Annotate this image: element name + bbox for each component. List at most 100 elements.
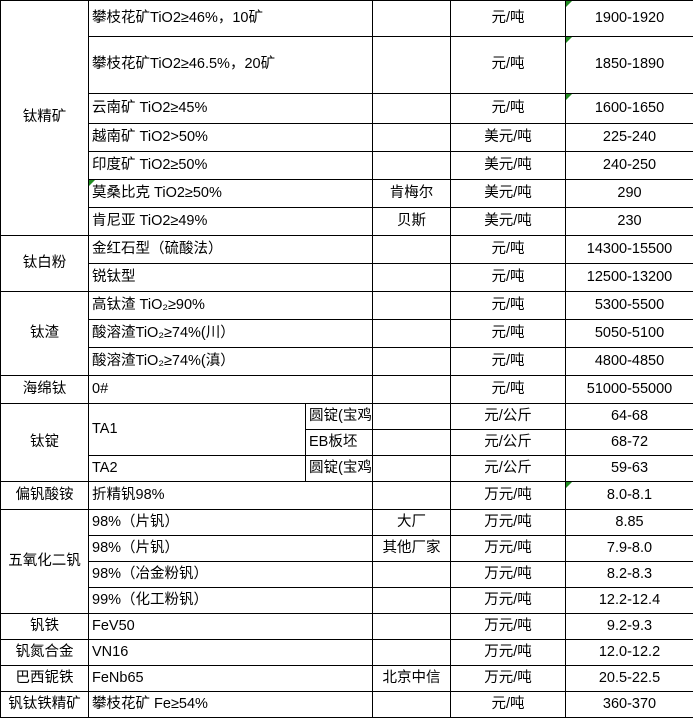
unit-cell: 万元/吨	[451, 588, 566, 614]
supplier-cell	[373, 152, 451, 180]
spec-cell: 攀枝花矿 Fe≥54%	[89, 692, 373, 718]
price-cell: 290	[566, 180, 693, 208]
grade-cell: TA2	[89, 456, 306, 482]
price-cell: 9.2-9.3	[566, 614, 693, 640]
supplier-cell: 贝斯	[373, 208, 451, 236]
price-cell: 68-72	[566, 430, 693, 456]
spec-cell: 酸溶渣TiO₂≥74%(川）	[89, 320, 373, 348]
table-row: 99%（化工粉钒）万元/吨12.2-12.4出厂含税现金价	[1, 588, 693, 614]
spec-cell: 印度矿 TiO2≥50%	[89, 152, 373, 180]
spec-cell: 98%（冶金粉钒）	[89, 562, 373, 588]
supplier-cell	[373, 482, 451, 510]
spec-cell: EB板坯	[306, 430, 373, 456]
spec-cell: 云南矿 TiO2≥45%	[89, 94, 373, 124]
unit-cell: 万元/吨	[451, 666, 566, 692]
supplier-cell	[373, 456, 451, 482]
supplier-cell	[373, 588, 451, 614]
spec-cell: 攀枝花矿TiO2≥46.5%，20矿	[89, 37, 373, 94]
supplier-cell	[373, 692, 451, 718]
supplier-cell	[373, 640, 451, 666]
supplier-cell	[373, 94, 451, 124]
unit-cell: 万元/吨	[451, 640, 566, 666]
price-cell: 20.5-22.5	[566, 666, 693, 692]
supplier-cell	[373, 430, 451, 456]
unit-cell: 元/吨	[451, 376, 566, 404]
price-cell: 8.85	[566, 510, 693, 536]
spec-cell: 攀枝花矿TiO2≥46%，10矿	[89, 1, 373, 37]
price-cell: 225-240	[566, 124, 693, 152]
price-cell: 1900-1920	[566, 1, 693, 37]
spec-cell: 高钛渣 TiO₂≥90%	[89, 292, 373, 320]
unit-cell: 万元/吨	[451, 482, 566, 510]
supplier-cell	[373, 1, 451, 37]
unit-cell: 元/吨	[451, 692, 566, 718]
spec-cell: 越南矿 TiO2>50%	[89, 124, 373, 152]
price-cell: 59-63	[566, 456, 693, 482]
unit-cell: 元/吨	[451, 292, 566, 320]
grade-cell: TA1	[89, 404, 306, 456]
unit-cell: 元/公斤	[451, 430, 566, 456]
supplier-cell	[373, 376, 451, 404]
price-cell: 14300-15500	[566, 236, 693, 264]
spec-cell: 金红石型（硫酸法）	[89, 236, 373, 264]
unit-cell: 万元/吨	[451, 614, 566, 640]
price-cell: 12.2-12.4	[566, 588, 693, 614]
spec-cell: 圆锭(宝鸡地区)	[306, 456, 373, 482]
spec-cell: 0#	[89, 376, 373, 404]
spec-cell: 锐钛型	[89, 264, 373, 292]
spec-cell: FeNb65	[89, 666, 373, 692]
supplier-cell	[373, 348, 451, 376]
supplier-cell	[373, 264, 451, 292]
table-row: 98%（冶金粉钒）万元/吨8.2-8.3出厂含税现金价	[1, 562, 693, 588]
spec-cell: 莫桑比克 TiO2≥50%	[89, 180, 373, 208]
spec-cell: 酸溶渣TiO₂≥74%(滇）	[89, 348, 373, 376]
supplier-cell	[373, 37, 451, 94]
price-cell: 5050-5100	[566, 320, 693, 348]
category-cell: 五氧化二钒	[1, 510, 89, 614]
supplier-cell: 大厂	[373, 510, 451, 536]
supplier-cell	[373, 614, 451, 640]
price-cell: 1850-1890	[566, 37, 693, 94]
category-cell: 海绵钛	[1, 376, 89, 404]
spec-cell: 肯尼亚 TiO2≥49%	[89, 208, 373, 236]
unit-cell: 元/吨	[451, 320, 566, 348]
spec-cell: 折精钒98%	[89, 482, 373, 510]
unit-cell: 万元/吨	[451, 562, 566, 588]
table-row: 攀枝花矿TiO2≥46.5%，20矿元/吨1850-1890出厂不含税承兑价，部…	[1, 37, 693, 94]
category-cell: 钛锭	[1, 404, 89, 482]
category-cell: 偏钒酸铵	[1, 482, 89, 510]
unit-cell: 元/吨	[451, 1, 566, 37]
spec-cell: FeV50	[89, 614, 373, 640]
supplier-cell	[373, 562, 451, 588]
spec-cell: 98%（片钒）	[89, 510, 373, 536]
spec-cell: 圆锭(宝鸡地区)	[306, 404, 373, 430]
category-cell: 钒氮合金	[1, 640, 89, 666]
price-cell: 230	[566, 208, 693, 236]
unit-cell: 元/吨	[451, 348, 566, 376]
unit-cell: 元/吨	[451, 37, 566, 94]
unit-cell: 美元/吨	[451, 180, 566, 208]
category-cell: 钒钛铁精矿	[1, 692, 89, 718]
spec-cell: 99%（化工粉钒）	[89, 588, 373, 614]
category-cell: 钛白粉	[1, 236, 89, 292]
supplier-cell	[373, 124, 451, 152]
price-cell: 12.0-12.2	[566, 640, 693, 666]
category-cell: 钛渣	[1, 292, 89, 376]
unit-cell: 元/吨	[451, 264, 566, 292]
category-cell: 巴西铌铁	[1, 666, 89, 692]
